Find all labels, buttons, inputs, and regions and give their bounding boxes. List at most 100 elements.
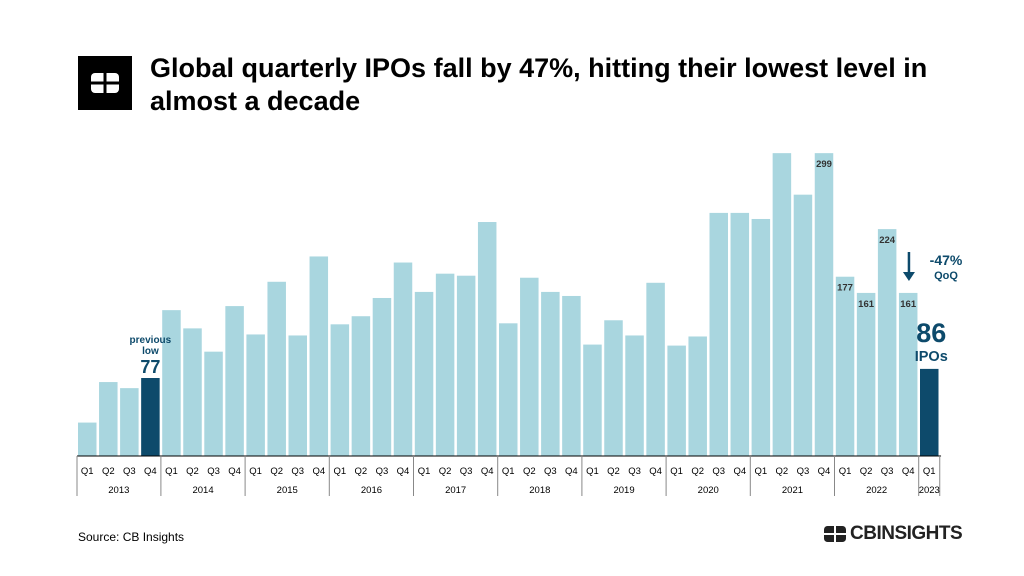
quarter-tick-label: Q2 (355, 466, 368, 477)
previous-low-label: low (142, 346, 159, 357)
quarter-tick-label: Q1 (81, 466, 94, 477)
year-tick-label: 2017 (445, 485, 466, 496)
quarter-tick-label: Q2 (523, 466, 536, 477)
bar (477, 222, 497, 456)
bar (204, 351, 223, 456)
bar (99, 382, 118, 456)
quarter-tick-label: Q4 (818, 466, 831, 477)
bar (898, 292, 918, 456)
quarter-tick-label: Q1 (502, 466, 515, 477)
cbinsights-brand: CBINSIGHTS (824, 523, 963, 545)
quarter-tick-label: Q3 (123, 466, 136, 477)
bar (604, 320, 623, 456)
year-tick-label: 2021 (782, 485, 803, 496)
bar (499, 323, 518, 456)
bar (835, 276, 855, 456)
quarter-tick-label: Q2 (102, 466, 115, 477)
current-value: 86 (916, 318, 946, 348)
data-label: 299 (816, 159, 832, 170)
quarter-tick-label: Q3 (207, 466, 220, 477)
year-tick-label: 2015 (277, 485, 298, 496)
quarter-tick-label: Q1 (755, 466, 768, 477)
quarter-tick-label: Q1 (923, 466, 936, 477)
ipo-bar-chart: Q1 Q2 Q3 Q4 Q1 Q2 Q3 Q4 Q1 Q2 Q3 Q4 Q1 Q2 Q3 Q4 Q1 Q2 Q3 Q4… (76, 153, 963, 496)
data-label: 177 (837, 283, 853, 294)
bar (414, 291, 434, 456)
bar (372, 297, 392, 456)
data-label: 224 (879, 235, 896, 246)
year-tick-label: 2022 (866, 485, 887, 496)
bar (162, 310, 181, 456)
quarter-tick-label: Q4 (902, 466, 915, 477)
quarter-tick-label: Q3 (291, 466, 304, 477)
quarter-tick-label: Q4 (565, 466, 578, 477)
quarter-tick-label: Q3 (460, 466, 473, 477)
quarter-tick-label: Q4 (397, 466, 410, 477)
bar (225, 306, 244, 456)
bar (78, 422, 97, 456)
quarter-tick-label: Q3 (544, 466, 557, 477)
quarter-tick-label: Q1 (418, 466, 431, 477)
data-label: 161 (858, 299, 875, 310)
year-tick-label: 2023 (919, 485, 940, 496)
bar (772, 153, 792, 456)
bar (393, 262, 413, 456)
quarter-tick-label: Q3 (376, 466, 389, 477)
bar (120, 388, 139, 456)
arrow-down-icon (902, 272, 915, 281)
cb-brand-icon (824, 526, 846, 542)
bar (288, 335, 307, 456)
change-value: -47% (930, 252, 963, 268)
year-tick-label: 2019 (613, 485, 634, 496)
previous-low-value: 77 (140, 357, 160, 377)
quarter-tick-label: Q4 (312, 466, 325, 477)
bar (877, 229, 897, 456)
bar (709, 212, 728, 456)
year-tick-label: 2018 (529, 485, 550, 496)
bar (730, 212, 750, 456)
bar (751, 218, 771, 456)
current-unit: IPOs (915, 349, 948, 365)
quarter-tick-label: Q2 (186, 466, 199, 477)
quarter-tick-label: Q1 (334, 466, 347, 477)
bar (583, 344, 602, 456)
bar (856, 292, 876, 456)
bar (141, 378, 160, 456)
bar (456, 275, 476, 456)
bar (520, 277, 539, 456)
bar (625, 335, 644, 456)
change-label: QoQ (934, 270, 958, 282)
bar (183, 328, 202, 456)
bar (330, 324, 350, 456)
bar (920, 368, 939, 456)
quarter-tick-label: Q1 (670, 466, 683, 477)
bar (267, 281, 286, 456)
bar (541, 291, 560, 456)
quarter-tick-label: Q1 (839, 466, 852, 477)
quarter-tick-label: Q1 (586, 466, 599, 477)
quarter-tick-label: Q3 (797, 466, 810, 477)
quarter-tick-label: Q2 (439, 466, 452, 477)
quarter-tick-label: Q4 (228, 466, 241, 477)
data-label: 161 (900, 299, 917, 310)
year-tick-label: 2013 (108, 485, 129, 496)
source-note: Source: CB Insights (78, 530, 185, 544)
bar (435, 273, 455, 456)
bar (646, 282, 665, 456)
year-tick-label: 2020 (698, 485, 719, 496)
quarter-tick-label: Q3 (881, 466, 894, 477)
quarter-tick-label: Q2 (607, 466, 620, 477)
bar (667, 345, 686, 456)
quarter-tick-label: Q4 (144, 466, 157, 477)
quarter-tick-label: Q2 (270, 466, 283, 477)
year-tick-label: 2016 (361, 485, 382, 496)
bar (309, 256, 329, 456)
brand-name: CBINSIGHTS (850, 523, 963, 544)
bar (562, 295, 581, 456)
quarter-tick-label: Q4 (649, 466, 662, 477)
bar (351, 316, 371, 456)
quarter-tick-label: Q1 (249, 466, 262, 477)
quarter-tick-label: Q1 (165, 466, 178, 477)
chart-title: Global quarterly IPOs fall by 47%, hitti… (150, 53, 928, 116)
bar (793, 194, 813, 457)
